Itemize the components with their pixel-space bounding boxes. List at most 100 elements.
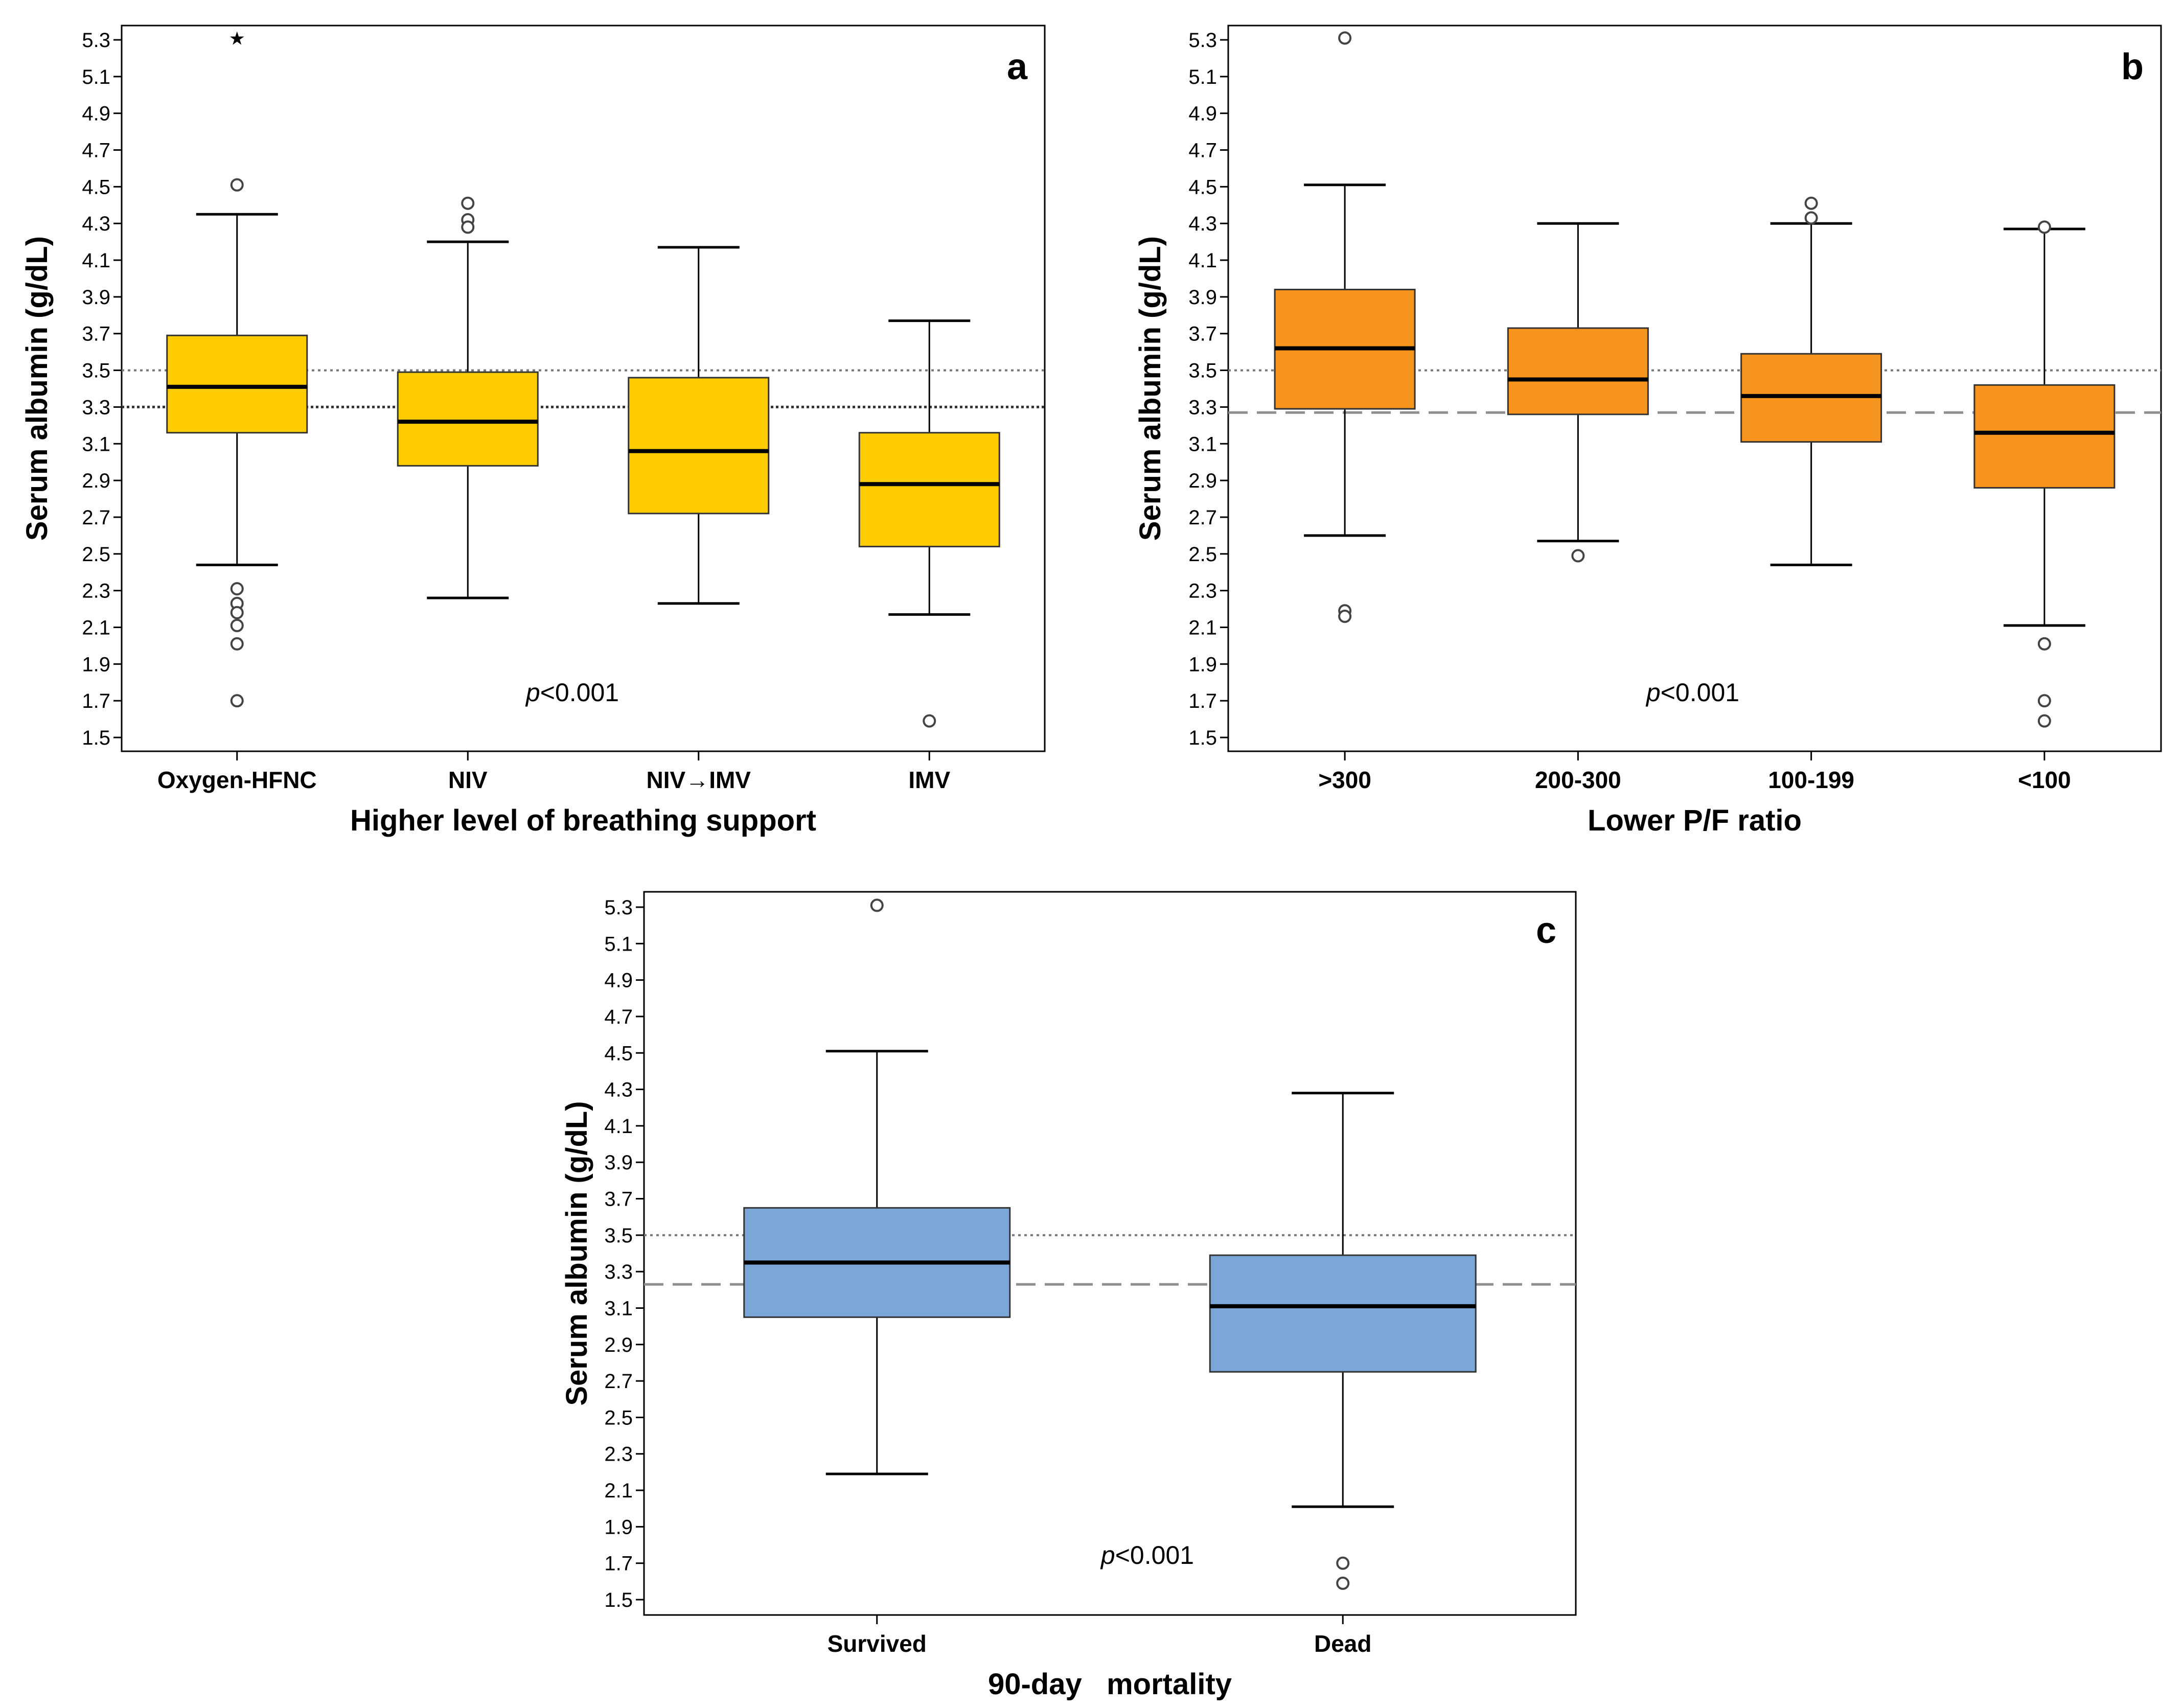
outlier-point: [230, 637, 244, 651]
y-tick-label: 5.1: [604, 933, 633, 955]
p-value-annotation: p<0.001: [1645, 678, 1739, 707]
box-c-0: Survived: [743, 898, 1011, 1657]
category-label: <100: [2018, 767, 2071, 793]
outlier-point: [1336, 1556, 1350, 1570]
y-tick-label: 2.9: [1188, 470, 1217, 492]
p-value-text: <0.001: [1115, 1541, 1194, 1569]
category-label: 100-199: [1768, 767, 1854, 793]
outlier-point: [1804, 196, 1818, 210]
y-axis-title: Serum albumin (g/dL): [1134, 236, 1167, 541]
outlier-point: [2037, 714, 2051, 728]
y-tick-label: 3.7: [82, 323, 110, 345]
outlier-point: [230, 178, 244, 192]
category-label: NIV→IMV: [647, 767, 751, 793]
y-tick-label: 2.7: [604, 1370, 633, 1393]
y-tick-label: 4.5: [604, 1042, 633, 1065]
outlier-point: [2037, 694, 2051, 708]
outlier-point: [1571, 549, 1585, 563]
iqr-box: [397, 371, 539, 467]
y-tick-label: 1.5: [82, 727, 110, 749]
y-tick-label: 5.3: [1188, 29, 1217, 52]
y-tick-label: 2.1: [82, 616, 110, 639]
y-axis-title: Serum albumin (g/dL): [20, 236, 54, 541]
panel-b: 1.5 1.7 1.9 2.1 2.3 2.5 2.7 2.9 3.1 3.3 3.5 3.7 3.9 4…: [1134, 25, 2162, 837]
box-a-2: NIV→IMV: [628, 246, 770, 793]
y-tick-label: 1.7: [604, 1553, 633, 1575]
y-tick-label: 1.9: [1188, 653, 1217, 676]
outlier-point: [461, 196, 475, 210]
y-tick-label: 4.9: [82, 103, 110, 125]
plot-frame: [1227, 25, 2162, 752]
y-tick-label: 5.3: [604, 896, 633, 919]
box-a-0: Oxygen-HFNC ★: [157, 28, 317, 793]
y-tick-label: 1.7: [1188, 690, 1217, 712]
outlier-point: [1804, 211, 1818, 225]
box-c-1: Dead: [1209, 1092, 1477, 1657]
iqr-box: [858, 432, 1000, 547]
box-a-1: NIV: [397, 196, 539, 793]
outlier-point: [230, 618, 244, 632]
box-b-2: 100-199: [1740, 196, 1882, 793]
y-tick-label: 1.5: [604, 1589, 633, 1611]
y-tick-label: 3.7: [1188, 323, 1217, 345]
outlier-point: [1338, 31, 1352, 45]
p-value-symbol: p: [1645, 678, 1661, 707]
y-tick-label: 1.5: [1188, 727, 1217, 749]
y-tick-label: 4.1: [1188, 249, 1217, 272]
y-tick-label: 2.1: [1188, 616, 1217, 639]
y-tick-label: 3.1: [82, 433, 110, 455]
panel-c: 1.5 1.7 1.9 2.1 2.3 2.5 2.7 2.9 3.1 3.3 3.5 3.7 3.9 4…: [560, 891, 1577, 1701]
x-axis-title: Lower P/F ratio: [1588, 804, 1802, 837]
y-tick-label: 3.1: [1188, 433, 1217, 455]
box-b-3: <100: [1973, 220, 2116, 793]
y-tick-label: 4.7: [1188, 140, 1217, 162]
y-tick-label: 4.9: [1188, 103, 1217, 125]
y-tick-label: 4.3: [1188, 213, 1217, 235]
iqr-box: [628, 377, 770, 515]
category-label: Dead: [1314, 1630, 1371, 1657]
panel-letter: a: [1007, 47, 1028, 87]
p-value-symbol: p: [1100, 1541, 1115, 1569]
y-tick-label: 4.9: [604, 970, 633, 992]
y-tick-label: 2.3: [82, 580, 110, 603]
y-tick-label: 3.9: [1188, 286, 1217, 309]
y-tick-label: 3.5: [1188, 360, 1217, 382]
extreme-point: ★: [229, 28, 245, 49]
p-value-text: <0.001: [540, 678, 619, 707]
outlier-point: [2037, 637, 2051, 651]
y-tick-label: 2.1: [604, 1480, 633, 1502]
category-label: NIV: [448, 767, 488, 793]
outlier-point: [230, 606, 244, 619]
p-value-annotation: p<0.001: [1100, 1541, 1194, 1569]
panel-letter: c: [1536, 910, 1556, 951]
y-tick-label: 4.3: [604, 1079, 633, 1101]
y-tick-label: 2.5: [1188, 543, 1217, 566]
outlier-point: [1336, 1576, 1350, 1590]
outlier-point: [461, 220, 475, 234]
y-tick-label: 4.7: [82, 140, 110, 162]
category-label: Oxygen-HFNC: [157, 767, 317, 793]
outlier-point: [870, 898, 884, 912]
outlier-point: [2037, 220, 2051, 234]
y-tick-label: 2.5: [82, 543, 110, 566]
x-axis-title: Higher level of breathing support: [350, 804, 816, 837]
outlier-point: [230, 694, 244, 708]
box-a-3: IMV: [858, 319, 1000, 793]
outlier-point: [1338, 609, 1352, 623]
plot-frame: [643, 891, 1577, 1616]
iqr-box: [1209, 1254, 1477, 1373]
y-tick-label: 3.1: [604, 1297, 633, 1320]
y-tick-label: 4.1: [82, 249, 110, 272]
box-b-0: >300: [1274, 31, 1416, 793]
y-tick-label: 3.5: [82, 360, 110, 382]
y-tick-label: 5.1: [82, 66, 110, 88]
y-axis-title: Serum albumin (g/dL): [560, 1101, 593, 1405]
p-value-annotation: p<0.001: [525, 678, 619, 707]
p-value-symbol: p: [525, 678, 540, 707]
y-tick-label: 4.1: [604, 1115, 633, 1138]
y-tick-label: 3.3: [82, 396, 110, 419]
y-tick-label: 2.5: [604, 1406, 633, 1429]
y-tick-label: 2.9: [604, 1334, 633, 1356]
y-tick-label: 4.7: [604, 1006, 633, 1028]
